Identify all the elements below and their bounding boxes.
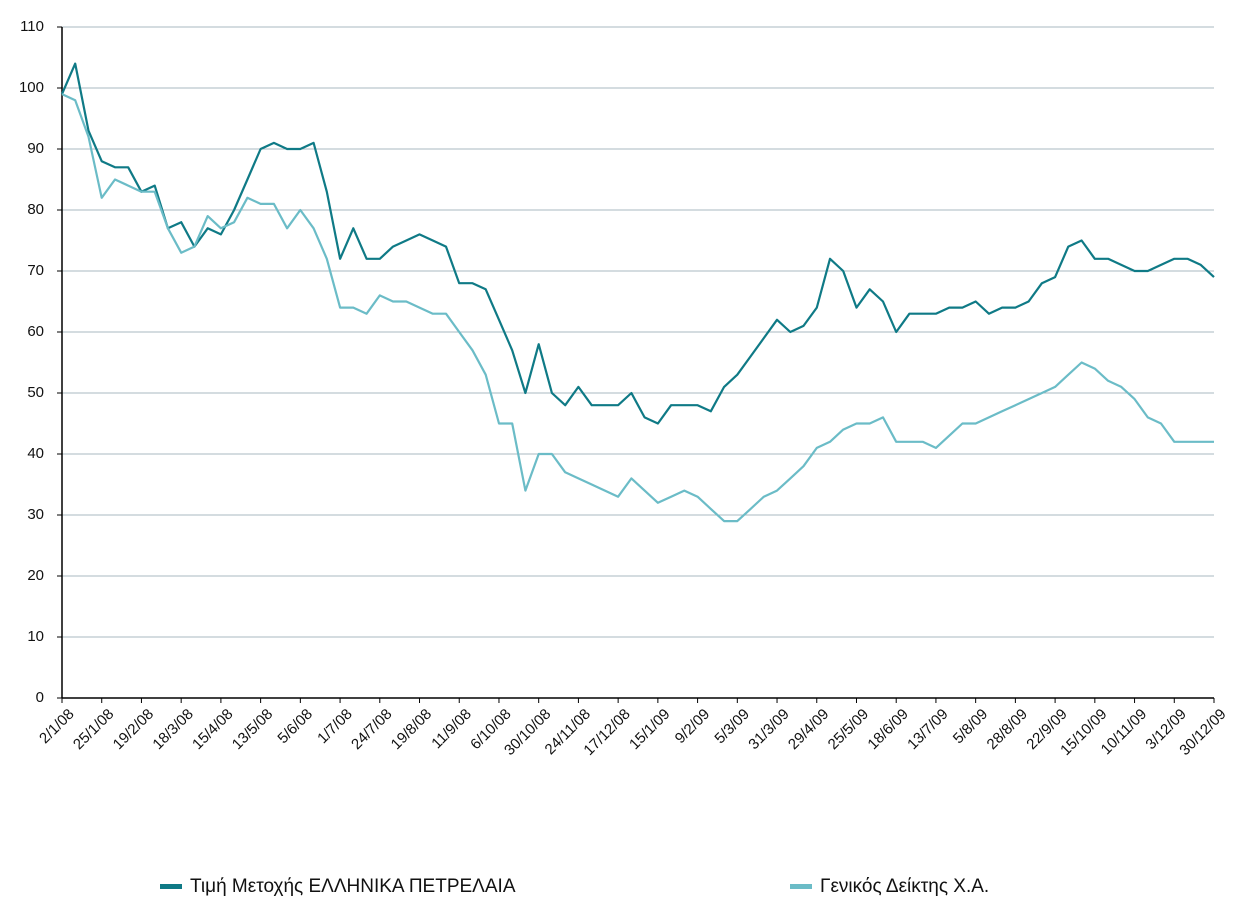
y-tick-label: 50 [27, 384, 44, 401]
legend-swatch [160, 884, 182, 889]
x-tick-label: 19/2/08 [110, 706, 157, 753]
x-tick-label: 18/6/09 [864, 706, 911, 753]
y-tick-label: 20 [27, 567, 44, 584]
line-series [60, 62, 1215, 425]
line-series [61, 93, 1214, 523]
legend-label: Γενικός Δείκτης Χ.Α. [820, 876, 989, 897]
y-tick-label: 60 [27, 323, 44, 340]
x-tick-label: 15/1/09 [626, 706, 673, 753]
x-tick-label: 31/3/09 [745, 706, 792, 753]
x-tick-label: 18/3/08 [149, 706, 196, 753]
y-tick-label: 80 [27, 201, 44, 218]
y-tick-label: 90 [27, 140, 44, 157]
y-tick-label: 0 [36, 689, 44, 706]
x-tick-label: 13/5/08 [229, 706, 276, 753]
x-tick-label: 5/6/08 [274, 706, 316, 748]
legend-label: Τιμή Μετοχής ΕΛΛΗΝΙΚΑ ΠΕΤΡΕΛΑΙΑ [190, 876, 516, 897]
x-tick-label: 28/8/09 [984, 706, 1031, 753]
y-tick-label: 10 [27, 628, 44, 645]
y-tick-label: 70 [27, 262, 44, 279]
x-tick-label: 15/4/08 [189, 706, 236, 753]
x-tick-label: 25/5/09 [825, 706, 872, 753]
y-tick-label: 100 [19, 79, 44, 96]
y-tick-label: 110 [20, 18, 44, 35]
x-tick-label: 24/7/08 [348, 706, 395, 753]
x-tick-label: 9/2/09 [672, 706, 714, 748]
y-tick-label: 30 [27, 506, 44, 523]
x-tick-label: 19/8/08 [388, 706, 435, 753]
y-tick-label: 40 [27, 445, 44, 462]
x-tick-label: 29/4/09 [785, 706, 832, 753]
x-tick-label: 11/9/08 [428, 706, 475, 753]
x-tick-label: 25/1/08 [70, 706, 117, 753]
legend-swatch [790, 884, 812, 889]
x-tick-label: 13/7/09 [904, 706, 951, 753]
